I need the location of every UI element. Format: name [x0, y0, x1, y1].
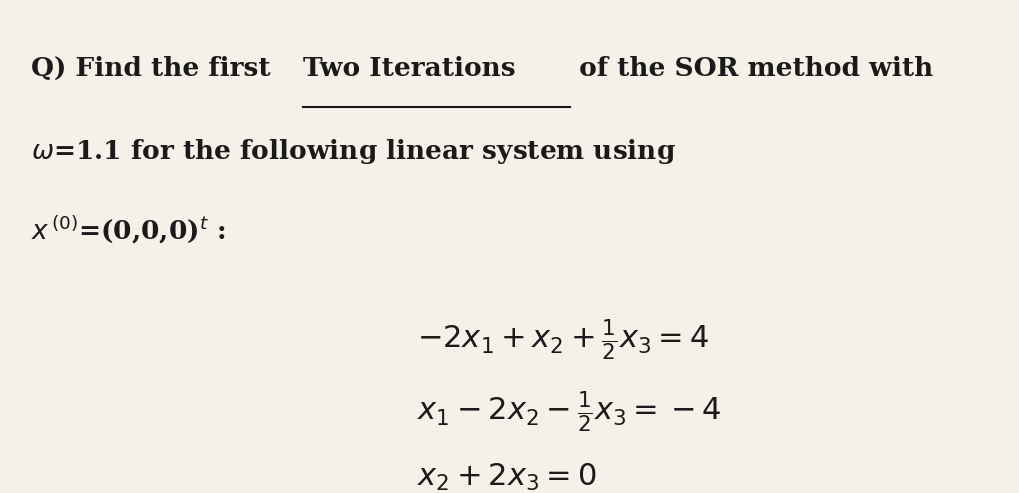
Text: $x^{\,(0)}$=(0,0,0)$^{t}$ :: $x^{\,(0)}$=(0,0,0)$^{t}$ : [31, 213, 225, 246]
Text: Q) Find the first: Q) Find the first [31, 56, 280, 80]
Text: $x_1-2x_2-\frac{1}{2}x_3=-4$: $x_1-2x_2-\frac{1}{2}x_3=-4$ [417, 389, 721, 435]
Text: $-2x_1+x_2+\frac{1}{2}x_3=4$: $-2x_1+x_2+\frac{1}{2}x_3=4$ [417, 317, 708, 363]
Text: $x_2+2x_3=0$: $x_2+2x_3=0$ [417, 462, 596, 493]
Text: Two Iterations: Two Iterations [303, 56, 516, 80]
Text: $\omega$=1.1 for the following linear system using: $\omega$=1.1 for the following linear sy… [31, 137, 676, 166]
Text: of the SOR method with: of the SOR method with [570, 56, 933, 80]
